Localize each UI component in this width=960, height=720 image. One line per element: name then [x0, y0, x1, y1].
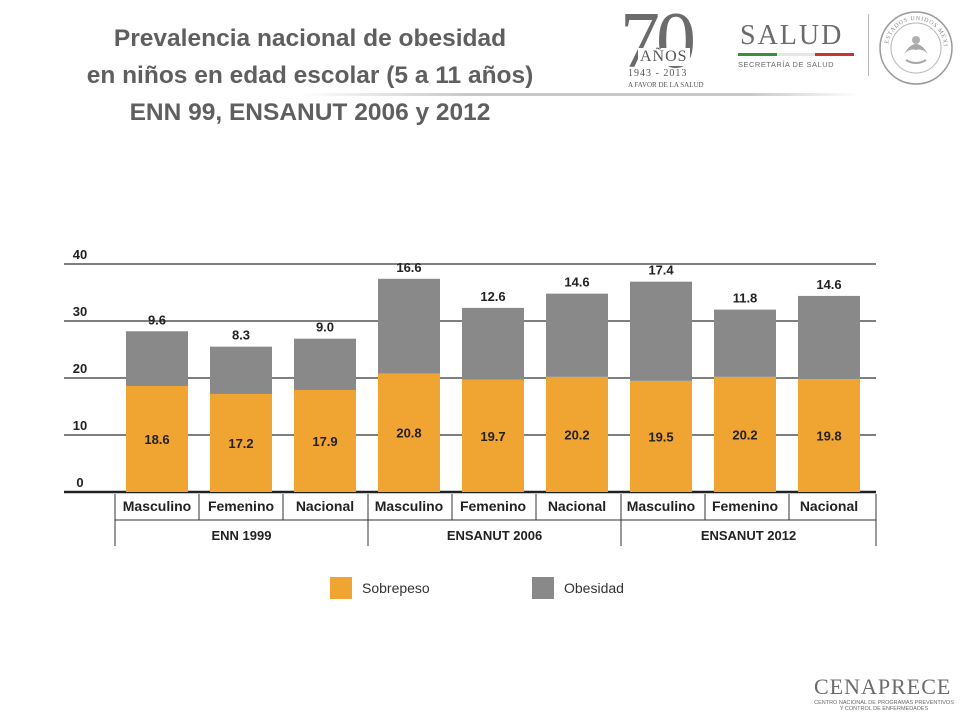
- anniversary-years: 1943 - 2013: [628, 68, 688, 79]
- bar-obesidad: [378, 278, 440, 374]
- x-category-label: Femenino: [712, 498, 778, 514]
- bar-sobrepeso: [798, 379, 860, 492]
- data-label-obesidad: 8.3: [232, 328, 250, 343]
- title-line-3: ENN 99, ENSANUT 2006 y 2012: [129, 99, 491, 126]
- data-label-obesidad: 9.0: [316, 320, 334, 335]
- cenaprece-sub-2: Y CONTROL DE ENFERMEDADES: [839, 706, 929, 712]
- legend-swatch-obesidad: [532, 577, 554, 599]
- x-category-label: Femenino: [460, 498, 526, 514]
- data-label-obesidad: 9.6: [148, 312, 166, 327]
- data-label-sobrepeso: 20.2: [564, 427, 589, 442]
- data-label-obesidad: 11.8: [733, 291, 758, 306]
- data-label-sobrepeso: 17.9: [312, 434, 337, 449]
- flag-red: [815, 53, 855, 56]
- bar-sobrepeso: [462, 379, 524, 492]
- salud-logo: SALUD SECRETARÍA DE SALUD: [732, 20, 860, 80]
- x-category-label: Masculino: [375, 498, 443, 514]
- bar-obesidad: [546, 293, 608, 377]
- bar-obesidad: [798, 295, 860, 380]
- title-line-1: Prevalencia nacional de obesidad: [113, 25, 507, 52]
- header-divider: [300, 93, 860, 96]
- group-label: ENSANUT 2006: [447, 528, 542, 543]
- bar-obesidad: [126, 331, 188, 386]
- group-label: ENN 1999: [212, 528, 272, 543]
- bar-sobrepeso: [714, 376, 776, 492]
- data-label-sobrepeso: 19.8: [816, 429, 841, 444]
- bar-sobrepeso: [630, 380, 692, 492]
- bar-obesidad: [210, 346, 272, 394]
- legend-label-obesidad: Obesidad: [564, 580, 624, 596]
- data-label-sobrepeso: 19.5: [648, 429, 673, 444]
- bar-sobrepeso: [126, 385, 188, 492]
- x-category-label: Femenino: [208, 498, 274, 514]
- y-tick-label: 0: [76, 475, 83, 490]
- cenaprece-logo: CENAPRECE CENTRO NACIONAL DE PROGRAMAS P…: [814, 674, 954, 712]
- y-tick-label: 20: [73, 361, 87, 376]
- data-label-sobrepeso: 18.6: [144, 432, 169, 447]
- flag-green: [738, 53, 777, 56]
- x-category-label: Masculino: [123, 498, 191, 514]
- bar-sobrepeso: [210, 393, 272, 492]
- data-label-obesidad: 16.6: [396, 260, 421, 275]
- chart-title: Prevalencia nacional de obesidad en niño…: [30, 20, 590, 131]
- legend-item-obesidad: Obesidad: [532, 575, 624, 601]
- cenaprece-name: CENAPRECE: [814, 674, 952, 699]
- anniversary-word: AÑOS: [638, 48, 690, 66]
- cenaprece-sub-1: CENTRO NACIONAL DE PROGRAMAS PREVENTIVOS: [814, 700, 954, 706]
- group-label: ENSANUT 2012: [701, 528, 796, 543]
- data-label-obesidad: 14.6: [564, 275, 589, 290]
- data-label-obesidad: 14.6: [816, 277, 841, 292]
- anniversary-logo: 70 AÑOS 1943 - 2013 A FAVOR DE LA SALUD: [620, 0, 720, 92]
- y-tick-label: 10: [73, 418, 87, 433]
- data-label-sobrepeso: 19.7: [480, 429, 505, 444]
- y-tick-label: 40: [73, 247, 87, 262]
- anniversary-motto: A FAVOR DE LA SALUD: [628, 81, 704, 89]
- x-category-label: Nacional: [296, 498, 354, 514]
- x-category-label: Nacional: [800, 498, 858, 514]
- y-tick-label: 30: [73, 304, 87, 319]
- anniversary-number: 70: [620, 0, 696, 85]
- flag-stripe: [738, 53, 855, 56]
- legend-label-sobrepeso: Sobrepeso: [362, 580, 430, 596]
- bar-sobrepeso: [546, 376, 608, 492]
- x-category-label: Nacional: [548, 498, 606, 514]
- bar-obesidad: [462, 307, 524, 380]
- national-seal-icon: ESTADOS UNIDOS MEXICANOS: [878, 10, 953, 85]
- bar-sobrepeso: [378, 373, 440, 492]
- flag-white: [776, 53, 816, 56]
- data-label-sobrepeso: 20.2: [732, 427, 757, 442]
- data-label-sobrepeso: 20.8: [396, 426, 421, 441]
- logo-separator: [868, 14, 869, 76]
- data-label-obesidad: 12.6: [480, 289, 505, 304]
- data-label-obesidad: 17.4: [648, 263, 674, 278]
- bar-obesidad: [630, 281, 692, 381]
- bar-sobrepeso: [294, 389, 356, 492]
- legend-item-sobrepeso: Sobrepeso: [330, 575, 430, 601]
- legend-swatch-sobrepeso: [330, 577, 352, 599]
- title-line-2: en niños en edad escolar (5 a 11 años): [86, 62, 534, 89]
- bar-obesidad: [294, 338, 356, 390]
- x-category-label: Masculino: [627, 498, 695, 514]
- bar-obesidad: [714, 309, 776, 377]
- salud-name: SALUD: [740, 20, 844, 51]
- salud-subtitle: SECRETARÍA DE SALUD: [738, 60, 835, 69]
- data-label-sobrepeso: 17.2: [228, 436, 253, 451]
